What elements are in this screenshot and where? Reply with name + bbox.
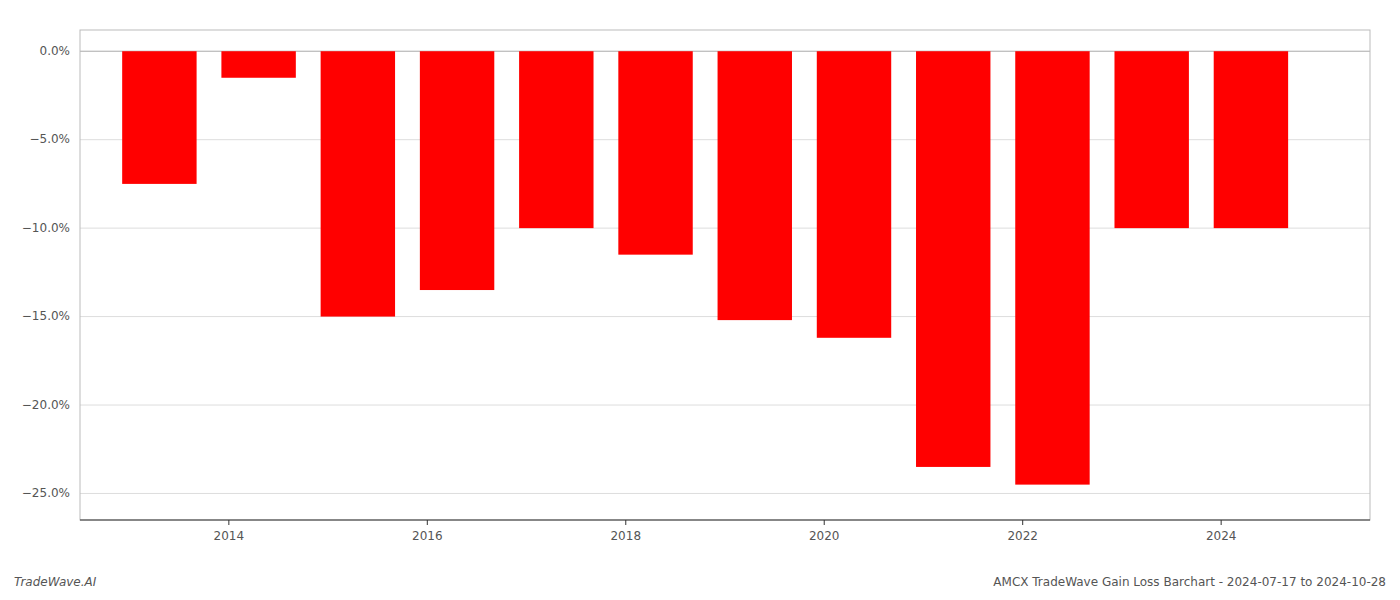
x-tick-label: 2016 [412, 529, 443, 543]
bar [420, 51, 494, 290]
footer-left: TradeWave.AI [14, 575, 97, 589]
x-tick-label: 2018 [610, 529, 641, 543]
grid-line [80, 405, 1370, 406]
y-tick-label: −5.0% [29, 132, 70, 146]
plot-frame [80, 30, 1370, 520]
bar [1214, 51, 1288, 228]
x-tick [228, 520, 229, 525]
bar [1015, 51, 1089, 484]
x-axis-line [80, 519, 1370, 520]
y-tick-label: −15.0% [22, 309, 70, 323]
bar [122, 51, 196, 184]
bar [221, 51, 295, 78]
x-tick-label: 2022 [1007, 529, 1038, 543]
y-tick-label: −25.0% [22, 486, 70, 500]
background [0, 0, 1400, 600]
bar [321, 51, 395, 316]
bar [916, 51, 990, 467]
bar [817, 51, 891, 338]
chart-svg: 0.0% −5.0% −10.0% −15.0% −20.0% −25.0% 2014 201… [0, 0, 1400, 600]
bar [519, 51, 593, 228]
bar [718, 51, 792, 320]
y-grid [80, 51, 1370, 493]
chart-container: 0.0% −5.0% −10.0% −15.0% −20.0% −25.0% 2014 201… [0, 0, 1400, 600]
x-tick [1022, 520, 1023, 525]
y-tick-label: −10.0% [22, 221, 70, 235]
x-tick-label: 2020 [809, 529, 840, 543]
bars [122, 51, 1288, 484]
x-tick [824, 520, 825, 525]
x-tick [625, 520, 626, 525]
x-tick [1221, 520, 1222, 525]
y-tick-label: −20.0% [22, 398, 70, 412]
y-tick-label: 0.0% [40, 44, 71, 58]
grid-line [80, 493, 1370, 494]
bar [618, 51, 692, 254]
footer-right: AMCX TradeWave Gain Loss Barchart - 2024… [993, 575, 1386, 589]
x-tick [427, 520, 428, 525]
bar [1114, 51, 1188, 228]
x-tick-label: 2014 [214, 529, 245, 543]
x-tick-label: 2024 [1206, 529, 1237, 543]
